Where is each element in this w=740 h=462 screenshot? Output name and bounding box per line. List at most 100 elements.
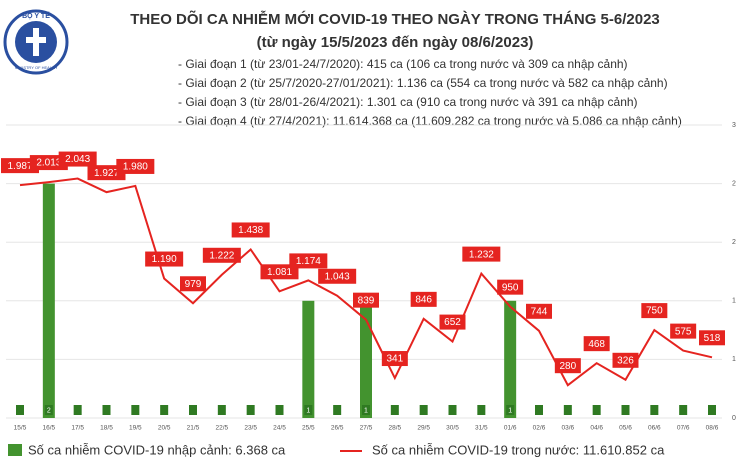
bar-label-box — [650, 405, 659, 415]
bar-label-box — [275, 405, 284, 415]
x-tick-label: 03/6 — [562, 425, 575, 432]
bar-label: 1 — [364, 407, 368, 414]
x-tick-label: 16/5 — [43, 425, 56, 432]
bar-label-box — [621, 405, 630, 415]
x-tick-label: 02/6 — [533, 425, 546, 432]
bar-label-box — [390, 405, 399, 415]
value-label: 1.438 — [238, 225, 263, 236]
x-tick-label: 30/5 — [446, 425, 459, 432]
value-label: 280 — [559, 361, 576, 372]
x-tick-label: 20/5 — [158, 425, 171, 432]
note: - Giai đoạn 4 (từ 27/4/2021): 11.614.368… — [178, 114, 682, 128]
value-label-box — [699, 330, 725, 346]
bar-label-box — [563, 405, 572, 415]
value-label: 979 — [185, 279, 202, 290]
bar-label-box — [333, 405, 342, 415]
value-label: 1.987 — [7, 161, 32, 172]
value-label: 652 — [444, 317, 461, 328]
bar-label-box — [506, 405, 515, 415]
y2-tick-label: 2 — [732, 239, 736, 246]
value-label-box — [353, 292, 379, 308]
value-label-box — [462, 246, 501, 262]
logo-top: BỘ Y TẾ — [22, 10, 50, 20]
value-label: 2.013 — [36, 158, 61, 169]
bar-label-box — [217, 405, 226, 415]
x-tick-label: 29/5 — [417, 425, 430, 432]
x-tick-label: 19/5 — [129, 425, 142, 432]
legend-label: Số ca nhiễm COVID-19 nhập cảnh: 6.368 ca — [28, 442, 286, 457]
value-label-box — [260, 264, 299, 280]
bar-label-box — [708, 405, 716, 415]
x-tick-label: 23/5 — [244, 425, 257, 432]
bar-label-box — [102, 405, 111, 415]
x-tick-label: 21/5 — [187, 425, 200, 432]
value-label-box — [641, 303, 668, 319]
value-label: 839 — [358, 295, 375, 306]
bar — [302, 300, 315, 418]
logo-cross — [26, 37, 46, 43]
value-label-box — [439, 314, 466, 330]
value-label-box — [410, 291, 437, 307]
bar-label-box — [592, 405, 601, 415]
bar-label-box — [73, 405, 82, 415]
value-label-box — [497, 279, 524, 295]
value-label: 518 — [704, 333, 721, 344]
note: - Giai đoạn 1 (từ 23/01-24/7/2020): 415 … — [178, 57, 628, 71]
value-label: 341 — [386, 354, 403, 365]
bar — [42, 183, 55, 418]
value-label-box — [202, 247, 241, 263]
x-tick-label: 27/5 — [360, 425, 373, 432]
value-label: 950 — [502, 282, 519, 293]
value-label: 1.927 — [94, 168, 119, 179]
note: - Giai đoạn 3 (từ 28/01-26/4/2021): 1.30… — [178, 95, 638, 109]
value-label-box — [289, 253, 328, 269]
bar-label-box — [477, 405, 486, 415]
value-label-box — [180, 276, 206, 292]
value-label-box — [318, 268, 357, 284]
value-label-box — [526, 303, 552, 319]
value-label-box — [116, 158, 155, 174]
x-tick-label: 28/5 — [389, 425, 402, 432]
x-tick-label: 06/6 — [648, 425, 661, 432]
line — [19, 177, 713, 387]
note: - Giai đoạn 2 (từ 25/7/2020-27/01/2021):… — [178, 76, 668, 90]
value-label-box — [145, 251, 184, 267]
bar-label-box — [44, 405, 53, 415]
chart-title: THEO DÕI CA NHIỄM MỚI COVID-19 THEO NGÀY… — [130, 10, 660, 28]
logo-bottom: MINISTRY OF HEALTH — [15, 65, 57, 70]
value-label: 1.980 — [123, 162, 148, 173]
value-label: 1.190 — [152, 254, 177, 265]
value-label-box — [87, 165, 126, 181]
value-label-box — [381, 351, 408, 367]
value-label-box — [58, 151, 97, 167]
value-label-box — [612, 352, 639, 368]
bar — [504, 300, 517, 418]
x-tick-label: 05/6 — [619, 425, 632, 432]
value-label: 326 — [617, 355, 634, 366]
bar-label: 2 — [47, 407, 51, 414]
x-tick-label: 15/5 — [14, 425, 27, 432]
value-label: 468 — [588, 339, 605, 350]
value-label: 846 — [415, 294, 432, 305]
x-tick-label: 22/5 — [216, 425, 229, 432]
bar-label-box — [16, 405, 24, 415]
x-tick-label: 07/6 — [677, 425, 690, 432]
value-label: 1.232 — [469, 249, 494, 260]
value-label: 1.222 — [209, 250, 234, 261]
value-label: 2.043 — [65, 154, 90, 165]
value-label-box — [670, 323, 697, 339]
value-label-box — [29, 155, 68, 171]
x-tick-label: 24/5 — [273, 425, 286, 432]
value-label: 744 — [531, 306, 548, 317]
y2-tick-label: 0 — [732, 415, 736, 422]
y2-tick-label: 1 — [732, 298, 736, 305]
bar — [360, 300, 372, 418]
y2-tick-label: 2 — [732, 180, 736, 187]
x-tick-label: 08/6 — [706, 425, 719, 432]
value-label-box — [583, 336, 610, 352]
bar-label-box — [679, 405, 688, 415]
value-label-box — [1, 158, 39, 174]
y2-tick-label: 1 — [732, 356, 736, 363]
x-tick-label: 18/5 — [100, 425, 113, 432]
